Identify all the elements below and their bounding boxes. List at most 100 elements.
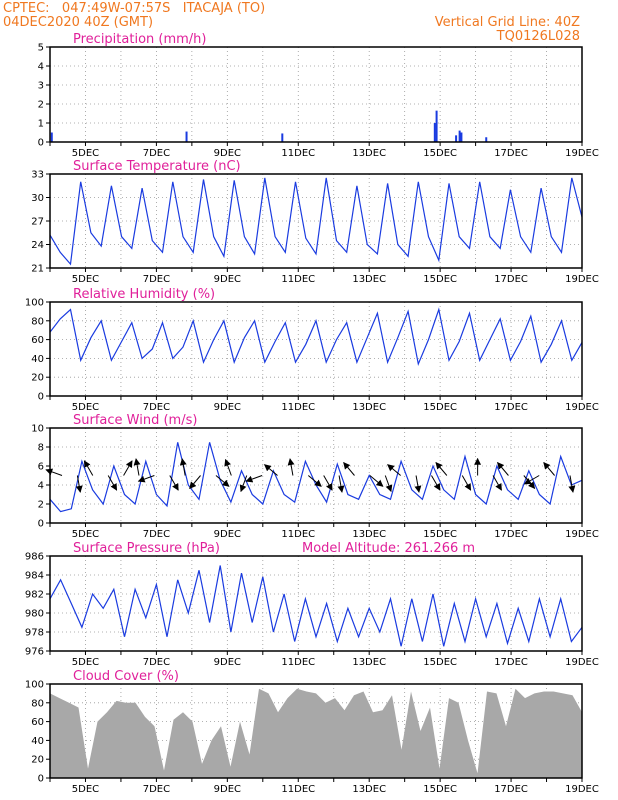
wind-arrow — [169, 475, 179, 491]
x-tick-label: 15DEC — [423, 148, 457, 159]
y-tick-label: 24 — [31, 240, 44, 251]
precip-bar — [50, 132, 53, 142]
y-tick-label: 21 — [31, 264, 44, 275]
panel-title: Cloud Cover (%) — [73, 669, 179, 684]
wind-arrow — [492, 475, 502, 491]
wind-arrow — [414, 475, 422, 493]
x-tick-label: 5DEC — [72, 529, 99, 540]
x-tick-label: 13DEC — [352, 784, 386, 795]
y-tick-label: 60 — [31, 717, 44, 728]
x-tick-label: 7DEC — [143, 657, 170, 668]
y-tick-label: 6 — [38, 462, 44, 473]
wind-arrow — [83, 460, 94, 476]
x-tick-label: 17DEC — [494, 657, 528, 668]
wind-arrow — [384, 475, 393, 493]
pressure-line — [49, 565, 583, 647]
wind-arrow — [435, 461, 448, 476]
x-tick-label: 15DEC — [423, 529, 457, 540]
x-tick-label: 19DEC — [565, 274, 599, 285]
wind-arrow — [107, 475, 118, 491]
y-tick-label: 0 — [38, 774, 44, 785]
x-tick-label: 15DEC — [423, 402, 457, 413]
x-tick-label: 17DEC — [494, 274, 528, 285]
x-tick-label: 19DEC — [565, 148, 599, 159]
wind-arrow — [323, 475, 333, 491]
wind-arrow — [387, 464, 401, 476]
wind-arrow — [497, 461, 509, 476]
y-tick-label: 4 — [38, 62, 44, 73]
x-tick-label: 15DEC — [423, 784, 457, 795]
wind-arrow — [523, 475, 536, 490]
wind-arrow — [215, 475, 230, 487]
x-tick-label: 19DEC — [565, 657, 599, 668]
panel-humidity: 0 20 40 60 80 100 5DEC 7DEC 9DEC 11DEC 13DEC 15DEC 1… — [25, 287, 599, 413]
precip-bar — [485, 137, 488, 142]
wind-arrow — [343, 461, 355, 476]
x-tick-label: 15DEC — [423, 274, 457, 285]
x-tick-label: 11DEC — [281, 784, 315, 795]
x-tick-label: 7DEC — [143, 148, 170, 159]
y-tick-label: 5 — [38, 43, 44, 54]
x-tick-label: 13DEC — [352, 657, 386, 668]
header-grid-line: Vertical Grid Line: 40Z — [435, 15, 580, 30]
y-tick-label: 80 — [31, 698, 44, 709]
x-tick-label: 9DEC — [214, 274, 241, 285]
x-tick-label: 5DEC — [72, 274, 99, 285]
y-tick-label: 978 — [25, 628, 44, 639]
panel-title: Precipitation (mm/h) — [73, 32, 206, 47]
x-tick-label: 9DEC — [214, 529, 241, 540]
x-tick-label: 19DEC — [565, 784, 599, 795]
wind-arrow — [137, 475, 155, 483]
y-tick-label: 40 — [31, 354, 44, 365]
y-tick-label: 27 — [31, 217, 44, 228]
wind-arrow — [263, 464, 278, 476]
header-station: CPTEC: 047:49W-07:57S ITACAJA (TO) — [3, 1, 265, 16]
panel-cloud-cover: 0 20 40 60 80 100 5DEC 7DEC 9DEC 11DEC 13DEC 15DEC 1… — [25, 669, 599, 795]
x-tick-label: 13DEC — [352, 148, 386, 159]
x-tick-label: 19DEC — [565, 529, 599, 540]
panel-subtitle: Model Altitude: 261.266 m — [302, 541, 475, 556]
wind-line — [49, 442, 583, 513]
panel-title: Surface Pressure (hPa) — [73, 541, 220, 556]
precip-bar — [458, 130, 461, 142]
wind-arrow — [224, 458, 232, 476]
x-tick-label: 17DEC — [494, 784, 528, 795]
panel-frame — [49, 683, 583, 779]
x-tick-label: 9DEC — [214, 402, 241, 413]
panel-title: Relative Humidity (%) — [73, 287, 215, 302]
wind-arrow — [239, 475, 248, 493]
wind-arrow — [133, 458, 141, 476]
x-tick-label: 7DEC — [143, 529, 170, 540]
wind-arrow — [431, 475, 441, 491]
y-tick-label: 4 — [38, 481, 44, 492]
y-tick-label: 982 — [25, 590, 44, 601]
wind-arrow — [287, 458, 295, 476]
x-tick-label: 5DEC — [72, 402, 99, 413]
y-tick-label: 40 — [31, 736, 44, 747]
panel-frame — [49, 555, 583, 652]
x-tick-label: 7DEC — [143, 784, 170, 795]
x-tick-label: 5DEC — [72, 784, 99, 795]
wind-arrow — [75, 475, 83, 493]
panel-wind: 0 2 4 6 8 10 5DEC 7DEC 9DEC 11DEC 13DEC 15DEC 17DEC 1… — [31, 413, 599, 540]
wind-arrow — [45, 468, 63, 476]
temperature-line — [49, 177, 583, 266]
y-tick-label: 30 — [31, 193, 44, 204]
precip-bar — [455, 135, 458, 142]
y-tick-label: 2 — [38, 500, 44, 511]
wind-arrow — [543, 461, 555, 476]
y-tick-label: 33 — [31, 170, 44, 181]
x-tick-label: 7DEC — [143, 402, 170, 413]
header-date: 04DEC2020 40Z (GMT) — [3, 15, 153, 30]
wind-arrow — [307, 475, 322, 487]
x-tick-label: 17DEC — [494, 148, 528, 159]
wind-arrow — [369, 475, 384, 487]
x-tick-label: 9DEC — [214, 148, 241, 159]
wind-arrow — [123, 460, 133, 476]
panel-frame — [49, 301, 583, 397]
x-tick-label: 11DEC — [281, 148, 315, 159]
precip-bar — [435, 110, 438, 142]
y-tick-label: 8 — [38, 443, 44, 454]
panel-temperature: 21 24 27 30 33 5DEC 7DEC 9DEC 11DEC 13DEC 15DEC 17D… — [31, 159, 599, 285]
panel-title: Surface Temperature (nC) — [73, 159, 241, 174]
